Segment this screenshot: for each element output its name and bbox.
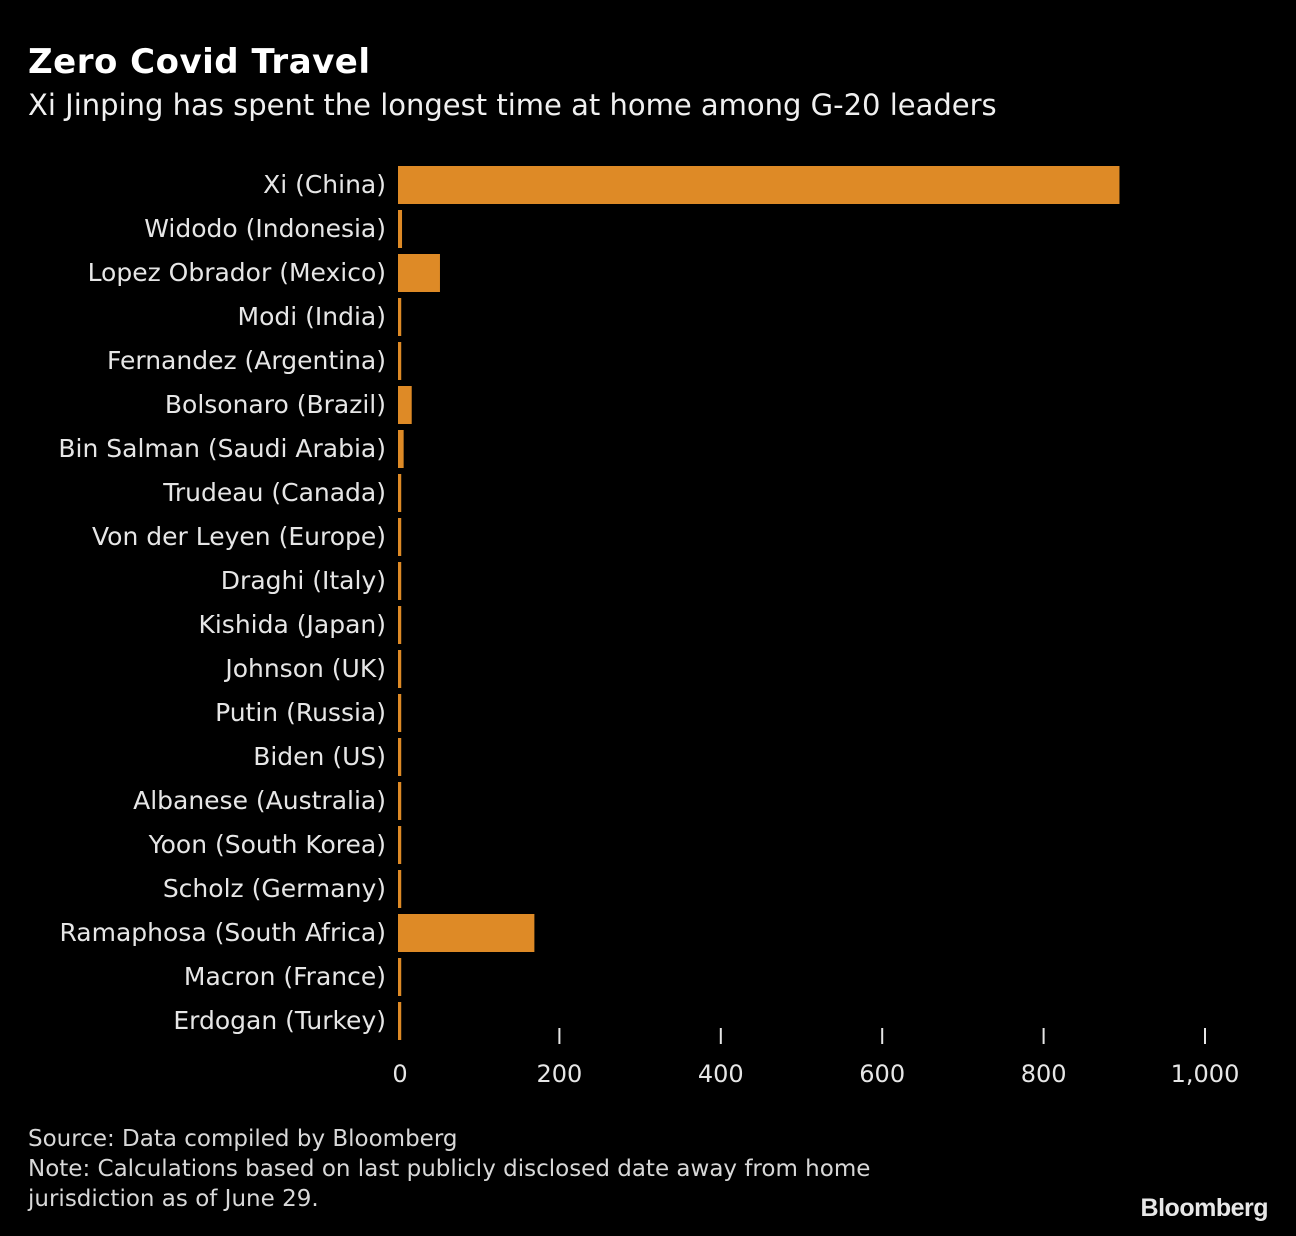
category-label: Draghi (Italy) xyxy=(221,566,386,595)
bar xyxy=(398,826,402,864)
x-tick-label: 200 xyxy=(536,1060,582,1088)
category-label: Trudeau (Canada) xyxy=(162,478,386,507)
bar xyxy=(398,782,402,820)
bar xyxy=(398,386,412,424)
bar xyxy=(398,694,402,732)
bar xyxy=(398,1002,402,1040)
category-label: Xi (China) xyxy=(263,170,386,199)
bar xyxy=(398,430,404,468)
category-label: Kishida (Japan) xyxy=(198,610,386,639)
bar xyxy=(398,166,1120,204)
category-label: Ramaphosa (South Africa) xyxy=(59,918,386,947)
bar xyxy=(398,650,402,688)
category-label: Bin Salman (Saudi Arabia) xyxy=(58,434,386,463)
chart-subtitle: Xi Jinping has spent the longest time at… xyxy=(28,88,997,122)
category-label: Von der Leyen (Europe) xyxy=(92,522,386,551)
category-label: Modi (India) xyxy=(238,302,387,331)
x-tick-label: 800 xyxy=(1021,1060,1067,1088)
bar xyxy=(398,518,402,556)
chart-title: Zero Covid Travel xyxy=(28,42,371,82)
category-label: Scholz (Germany) xyxy=(163,874,386,903)
category-label: Biden (US) xyxy=(253,742,386,771)
bar xyxy=(398,298,402,336)
category-label: Erdogan (Turkey) xyxy=(173,1006,386,1035)
category-label: Widodo (Indonesia) xyxy=(144,214,386,243)
footnote: Note: Calculations based on last publicl… xyxy=(28,1156,871,1212)
bar xyxy=(398,870,402,908)
category-label: Johnson (UK) xyxy=(223,654,386,683)
bloomberg-logo: Bloomberg xyxy=(1140,1194,1269,1222)
category-label: Yoon (South Korea) xyxy=(148,830,386,859)
bar xyxy=(398,254,440,292)
category-label: Putin (Russia) xyxy=(215,698,386,727)
bar xyxy=(398,914,535,952)
bar xyxy=(398,342,402,380)
bar xyxy=(398,562,402,600)
category-label: Macron (France) xyxy=(184,962,386,991)
x-tick-label: 600 xyxy=(859,1060,905,1088)
category-label: Fernandez (Argentina) xyxy=(107,346,386,375)
bar xyxy=(398,958,402,996)
bar xyxy=(398,606,402,644)
bar xyxy=(398,210,403,248)
category-label: Lopez Obrador (Mexico) xyxy=(88,258,386,287)
bar-chart: Xi (China) Widodo (Indonesia) Lopez Obrado… xyxy=(58,166,1240,1088)
category-label: Albanese (Australia) xyxy=(133,786,386,815)
x-tick-label: 1,000 xyxy=(1171,1060,1240,1088)
bar xyxy=(398,738,402,776)
source-note: Source: Data compiled by Bloomberg xyxy=(28,1126,458,1152)
bar xyxy=(398,474,402,512)
category-label: Bolsonaro (Brazil) xyxy=(165,390,386,419)
x-tick-label: 400 xyxy=(698,1060,744,1088)
x-tick-label: 0 xyxy=(392,1060,407,1088)
